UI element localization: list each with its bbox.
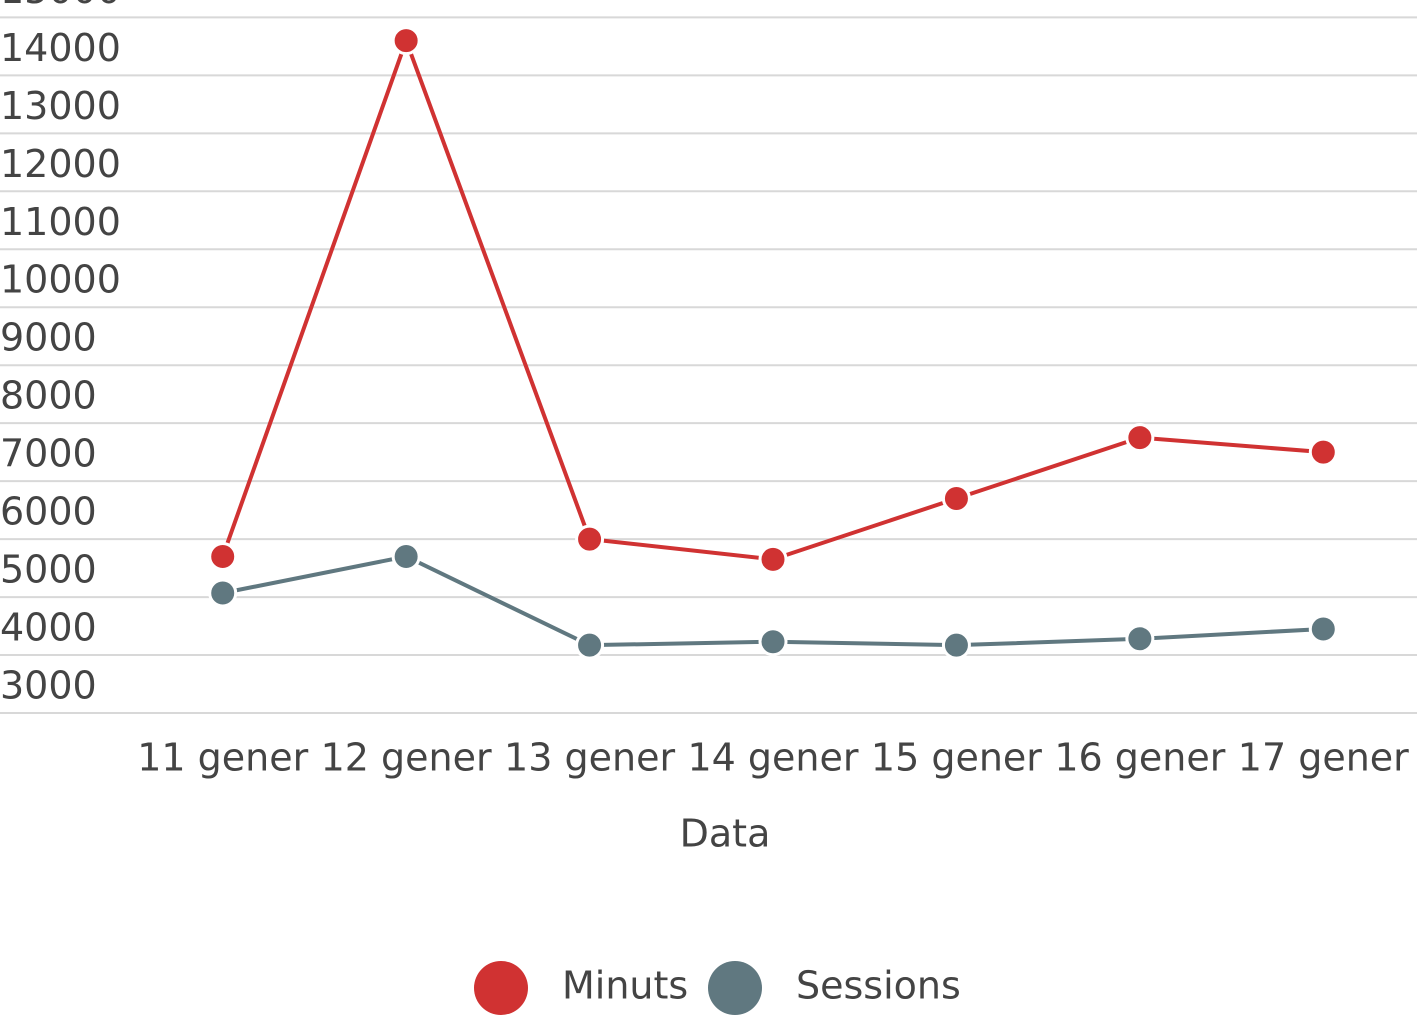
y-tick-label: 11000: [0, 200, 121, 244]
data-point: [1125, 423, 1155, 453]
y-tick-label: 10000: [0, 258, 121, 302]
y-tick-label: 6000: [0, 490, 97, 534]
legend-marker: [708, 961, 762, 1015]
legend-label: Sessions: [796, 964, 961, 1008]
legend-label: Minuts: [562, 964, 688, 1008]
x-tick-label: 11 gener: [137, 736, 308, 780]
data-point: [1308, 614, 1338, 644]
data-point: [1125, 624, 1155, 654]
legend-marker: [474, 961, 528, 1015]
data-point: [391, 26, 421, 56]
x-tick-label: 17 gener: [1238, 736, 1409, 780]
data-point: [575, 524, 605, 554]
data-point: [941, 484, 971, 514]
x-tick-label: 14 gener: [687, 736, 858, 780]
data-point: [941, 630, 971, 660]
y-tick-label: 7000: [0, 432, 97, 476]
data-point: [575, 630, 605, 660]
data-point: [208, 578, 238, 608]
y-tick-label: 14000: [0, 26, 121, 70]
y-tick-label: 9000: [0, 316, 97, 360]
data-point: [758, 544, 788, 574]
y-tick-label: 12000: [0, 142, 121, 186]
y-tick-label: 8000: [0, 374, 97, 418]
data-point: [1308, 437, 1338, 467]
data-point: [758, 627, 788, 657]
data-point: [391, 541, 421, 571]
x-tick-label: 12 gener: [321, 736, 492, 780]
y-tick-label: 4000: [0, 606, 97, 650]
x-tick-label: 16 gener: [1054, 736, 1225, 780]
y-tick-label: 5000: [0, 548, 97, 592]
data-point: [208, 541, 238, 571]
y-tick-label: 15000: [0, 0, 121, 12]
y-tick-label: 3000: [0, 664, 97, 708]
x-tick-label: 15 gener: [871, 736, 1042, 780]
x-tick-label: 13 gener: [504, 736, 675, 780]
y-tick-label: 13000: [0, 84, 121, 128]
x-axis-label: Data: [680, 812, 771, 856]
